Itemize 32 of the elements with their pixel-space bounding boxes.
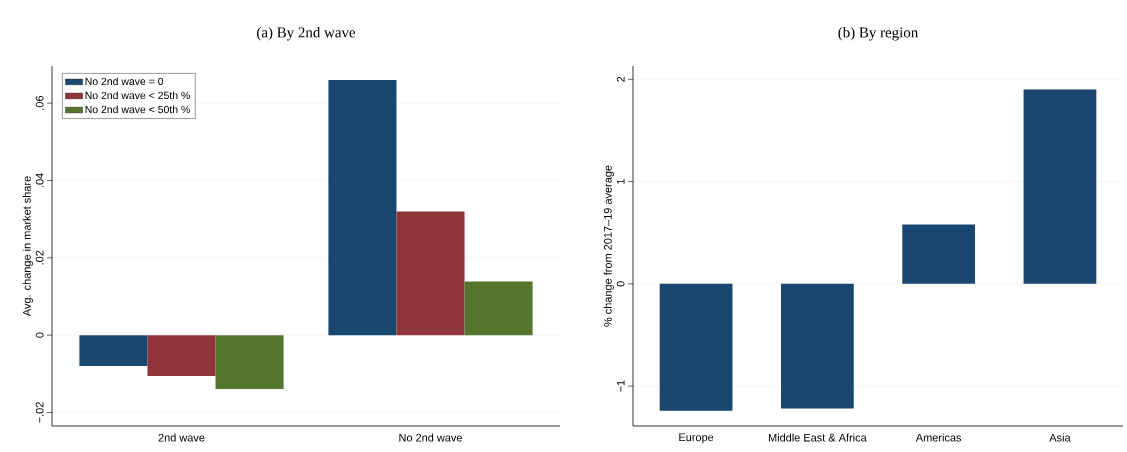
bar [396, 211, 465, 336]
bar [215, 335, 284, 389]
y-tick-label: 1 [616, 179, 625, 184]
bar [147, 335, 216, 377]
x-tick-label: Americas [915, 433, 962, 442]
x-tick-label: No 2nd wave [399, 433, 462, 442]
legend-label: No 2nd wave < 25th % [85, 91, 190, 100]
x-tick-label: Europe [679, 433, 714, 444]
bar [902, 224, 976, 284]
bar [1023, 89, 1097, 284]
legend-label: No 2nd wave = 0 [85, 77, 164, 86]
y-tick-label: .06 [35, 95, 44, 110]
legend-label: No 2nd wave < 50th % [85, 105, 190, 114]
bar [464, 281, 533, 336]
y-tick-label: 0 [616, 281, 625, 287]
y-tick-label: .04 [35, 173, 44, 188]
bar [79, 335, 148, 367]
chart-title: (b) By region [838, 26, 919, 41]
chart-title: (a) By 2nd wave [257, 26, 356, 41]
bar [780, 283, 854, 409]
x-tick-label: Asia [1049, 433, 1071, 442]
y-axis-title: Avg. change in market share [22, 176, 33, 317]
bar [328, 79, 397, 336]
y-tick-label: .02 [35, 250, 44, 265]
x-tick-label: 2nd wave [158, 433, 205, 442]
bar [659, 283, 733, 411]
y-axis-title: % change from 2017–19 average [603, 165, 614, 327]
y-tick-label: 0 [35, 332, 44, 338]
y-tick-label: −.02 [35, 402, 44, 423]
y-tick-label: −1 [616, 380, 625, 392]
y-tick-label: 2 [616, 76, 625, 82]
x-tick-label: Middle East & Africa [768, 433, 867, 442]
